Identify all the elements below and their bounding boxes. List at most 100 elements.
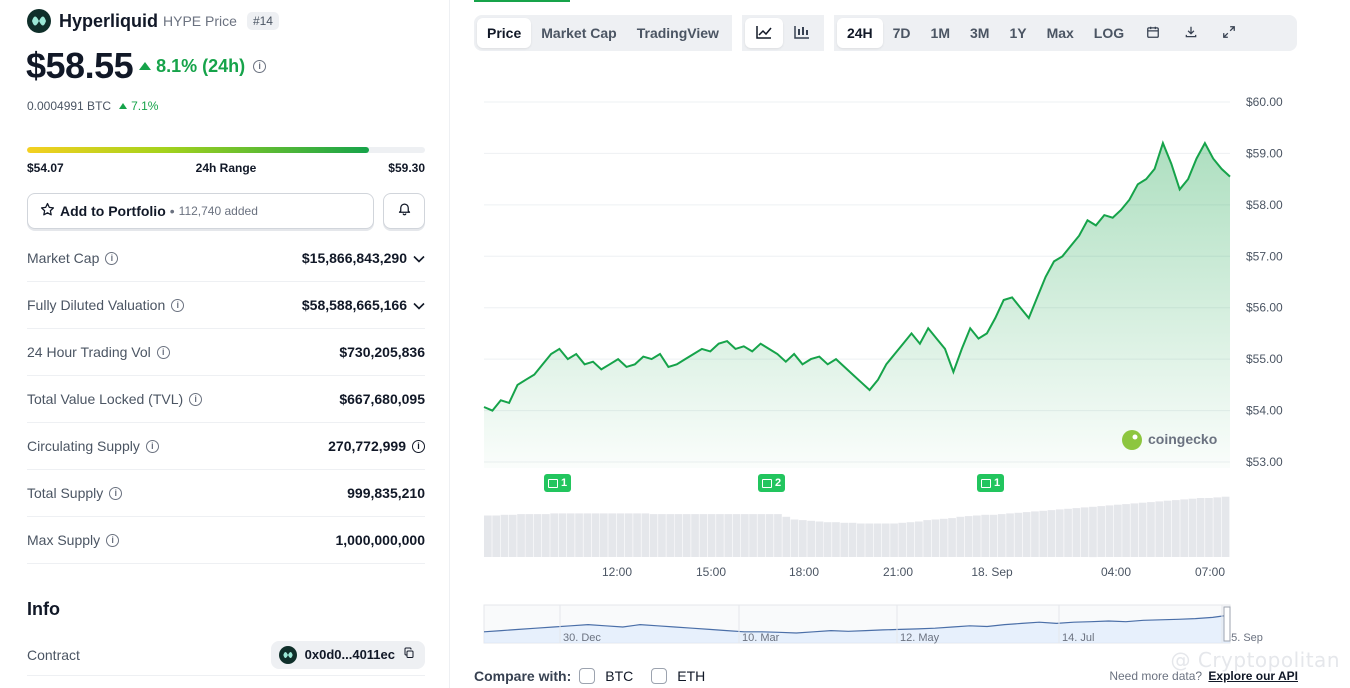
volume-bars <box>484 496 1230 558</box>
volume-bar <box>1064 508 1072 557</box>
compare-btc-checkbox[interactable] <box>579 668 596 684</box>
info-icon[interactable]: i <box>189 392 203 406</box>
info-icon[interactable]: i <box>106 533 120 547</box>
stat-row-max-supply: Max Supply i 1,000,000,000 <box>27 517 425 564</box>
volume-bar <box>1006 513 1014 557</box>
range-1m-button[interactable]: 1M <box>930 25 950 41</box>
tab-tradingview[interactable]: TradingView <box>636 25 719 41</box>
info-icon[interactable]: i <box>412 439 425 453</box>
info-icon[interactable]: i <box>171 298 185 312</box>
line-chart-button[interactable] <box>744 18 783 48</box>
note-icon <box>762 478 772 488</box>
info-icon[interactable]: i <box>253 59 267 73</box>
price-alert-button[interactable] <box>383 193 425 229</box>
volume-bar <box>749 514 757 557</box>
tab-market-cap[interactable]: Market Cap <box>541 25 617 41</box>
x-tick-label: 04:00 <box>1101 565 1131 579</box>
event-marker-count: 2 <box>775 477 782 489</box>
volume-bar <box>699 514 708 557</box>
stat-value: 1,000,000,000 <box>335 532 425 548</box>
compare-label: Compare with: <box>474 668 572 684</box>
volume-bar <box>807 520 815 557</box>
chart-type-buttons <box>744 18 821 48</box>
navigator-tick-label: 10. Mar <box>742 632 780 644</box>
volume-bar <box>508 514 517 557</box>
navigator-handle[interactable] <box>1223 606 1231 642</box>
volume-bar <box>649 514 658 557</box>
compare-eth-checkbox[interactable] <box>651 668 668 684</box>
volume-bar <box>1047 510 1056 557</box>
candlestick-button[interactable] <box>783 18 821 48</box>
stat-label: Max Supply <box>27 532 101 548</box>
tab-price[interactable]: Price <box>477 18 532 48</box>
price-line <box>483 140 1231 412</box>
chevron-down-icon[interactable] <box>413 250 425 266</box>
range-1y-button[interactable]: 1Y <box>1009 25 1027 41</box>
volume-bar <box>774 514 782 557</box>
add-to-portfolio-button[interactable]: Add to Portfolio • 112,740 added <box>27 193 374 229</box>
toolbar-divider <box>731 15 742 51</box>
coin-subtitle: HYPE Price <box>163 13 237 29</box>
event-marker[interactable]: 1 <box>977 474 1005 492</box>
range-bar <box>27 147 425 153</box>
calendar-button[interactable] <box>1134 18 1172 48</box>
volume-bar <box>799 520 807 557</box>
volume-bar <box>873 523 882 557</box>
x-tick-label: 21:00 <box>883 565 913 579</box>
range-buttons: 24H 7D 1M 3M 1Y Max LOG <box>836 18 1248 48</box>
info-icon[interactable]: i <box>105 251 119 265</box>
volume-bar <box>608 513 616 557</box>
volume-bar <box>1188 498 1197 557</box>
contract-label: Contract <box>27 646 80 663</box>
range-7d-button[interactable]: 7D <box>892 25 911 41</box>
up-triangle-icon <box>119 103 128 109</box>
chevron-down-icon[interactable] <box>413 297 425 313</box>
volume-bar <box>658 514 666 557</box>
volume-bar <box>533 514 542 557</box>
info-icon[interactable]: i <box>156 345 170 359</box>
stat-label: Circulating Supply <box>27 438 140 454</box>
stat-row-tvl: Total Value Locked (TVL) i $667,680,095 <box>27 376 425 423</box>
volume-bar <box>865 523 873 557</box>
x-tick-label: 15:00 <box>696 565 726 579</box>
x-tick-label: 18. Sep <box>971 565 1013 579</box>
navigator[interactable]: 30. Dec 10. Mar 12. May 14. Jul 15. Sep <box>483 604 1263 644</box>
hyperliquid-logo-icon <box>278 645 297 664</box>
volume-bar <box>1196 498 1205 557</box>
info-icon[interactable]: i <box>145 439 159 453</box>
download-button[interactable] <box>1172 18 1210 48</box>
price-row: $58.55 8.1% (24h) i <box>26 45 267 87</box>
api-text: Need more data? <box>1109 669 1203 683</box>
price-chart[interactable]: $60.00 $59.00 $58.00 $57.00 $56.00 $55.00 $54.… <box>450 60 1350 660</box>
fullscreen-button[interactable] <box>1210 18 1248 48</box>
chart-toolbar: Price Market Cap TradingView 24H 7D 1M 3… <box>474 15 1297 51</box>
log-scale-button[interactable]: LOG <box>1093 25 1125 41</box>
volume-bar <box>1172 500 1180 557</box>
x-tick-label: 12:00 <box>602 565 632 579</box>
info-icon[interactable]: i <box>109 486 123 500</box>
copy-icon[interactable] <box>403 647 415 662</box>
range-3m-button[interactable]: 3M <box>969 25 990 41</box>
coingecko-watermark: coingecko <box>1122 430 1217 450</box>
volume-bar <box>550 513 558 557</box>
star-icon <box>40 202 55 221</box>
event-marker[interactable]: 1 <box>544 474 572 492</box>
compare-row: Compare with: BTC ETH <box>474 668 723 684</box>
range-max-button[interactable]: Max <box>1046 25 1074 41</box>
contract-address-pill[interactable]: 0x0d0...4011ec <box>270 640 425 669</box>
y-tick-label: $60.00 <box>1246 95 1283 109</box>
range-24h-button[interactable]: 24H <box>836 18 883 48</box>
note-icon <box>548 478 558 488</box>
volume-bar <box>1130 503 1139 557</box>
download-icon <box>1184 25 1198 42</box>
stat-label: Fully Diluted Valuation <box>27 297 166 313</box>
range-labels: $54.07 24h Range $59.30 <box>27 161 425 175</box>
event-marker[interactable]: 2 <box>758 474 786 492</box>
volume-bar <box>1114 504 1122 557</box>
volume-bar <box>915 521 923 557</box>
volume-bar <box>1105 505 1114 557</box>
stat-value: 270,772,999 <box>328 438 406 454</box>
volume-bar <box>691 514 699 557</box>
navigator-tick-label: 15. Sep <box>1225 632 1263 644</box>
explore-api-link[interactable]: Explore our API <box>1208 669 1298 683</box>
